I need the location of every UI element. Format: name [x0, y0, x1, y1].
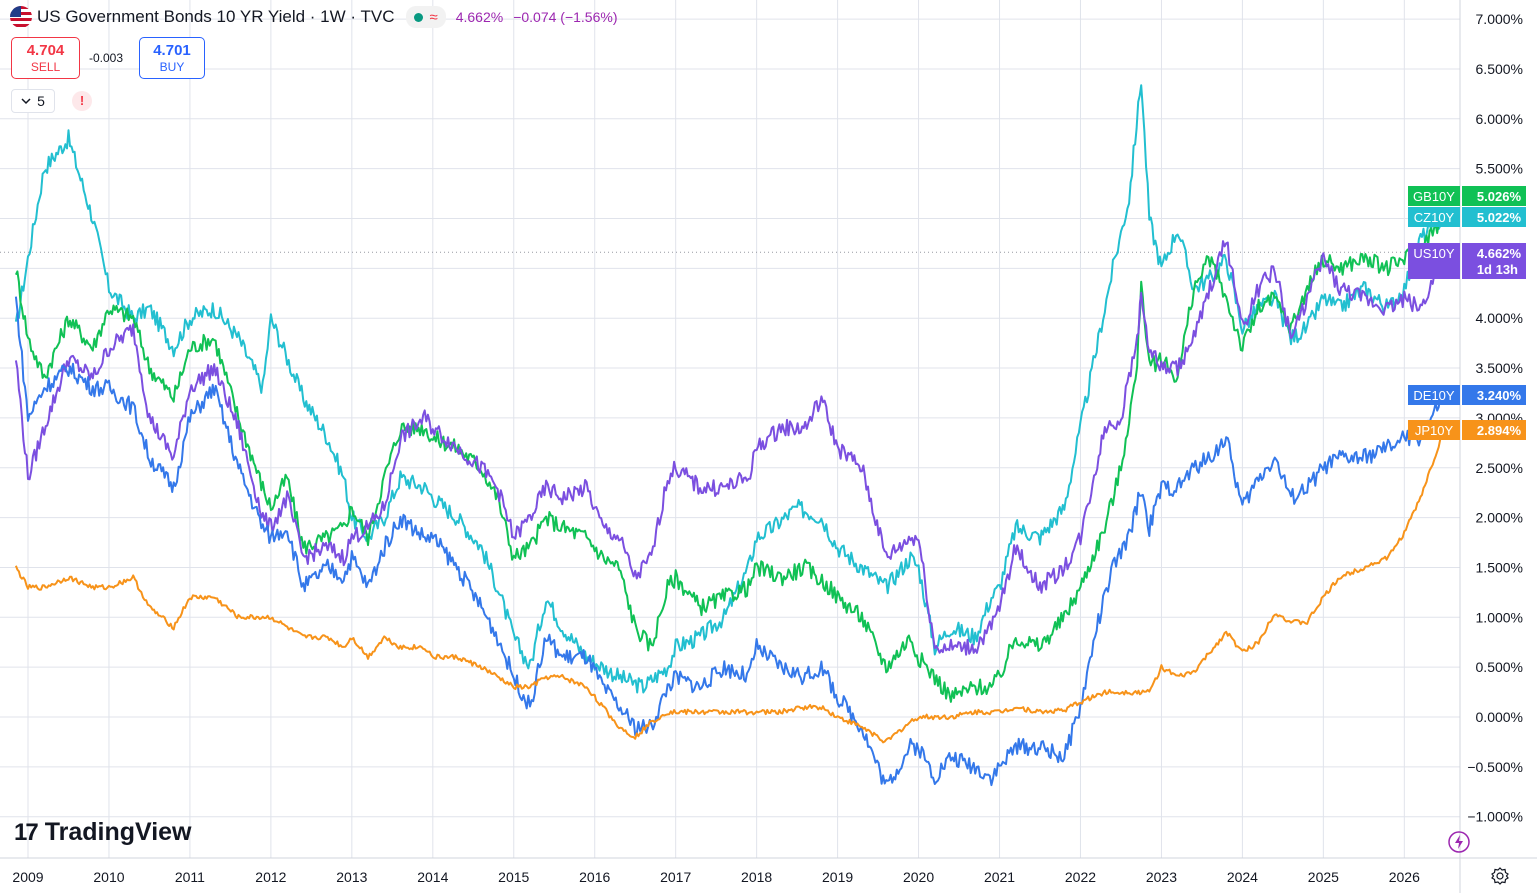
series-line-jp10y[interactable]: [14, 428, 1446, 744]
us-flag-icon: [10, 6, 32, 28]
series-group: [14, 84, 1446, 787]
series-value-text: 5.026%: [1477, 189, 1522, 204]
series-value-box: [1462, 207, 1526, 227]
sell-price: 4.704: [26, 41, 65, 59]
x-tick-label: 2011: [175, 869, 205, 885]
symbol-header: US Government Bonds 10 YR Yield · 1W · T…: [10, 5, 617, 29]
y-tick-label: 6.000%: [1476, 111, 1523, 127]
y-tick-label: 4.000%: [1476, 310, 1523, 326]
market-open-dot-icon: [414, 12, 424, 22]
tradingview-logo[interactable]: 17 TradingView: [14, 818, 192, 847]
series-value-text: 4.662%: [1477, 246, 1522, 261]
x-tick-label: 2013: [336, 869, 367, 885]
indicators-toggle[interactable]: 5: [11, 89, 55, 113]
y-tick-label: 0.500%: [1476, 659, 1523, 675]
y-tick-label: −0.500%: [1467, 759, 1523, 775]
sell-label: SELL: [30, 59, 61, 74]
x-tick-label: 2022: [1065, 869, 1096, 885]
lightning-icon[interactable]: [1447, 830, 1471, 854]
spread-value: -0.003: [89, 51, 124, 65]
series-line-de10y[interactable]: [14, 296, 1446, 787]
sell-button[interactable]: 4.704 SELL: [11, 37, 80, 79]
price-axis[interactable]: 7.000%6.500%6.000%5.500%5.000%4.500%4.00…: [1467, 11, 1523, 825]
series-value-box: [1462, 385, 1526, 405]
series-value-box: [1462, 420, 1526, 440]
x-tick-label: 2009: [12, 869, 43, 885]
y-tick-label: 1.500%: [1476, 559, 1523, 575]
symbol-title[interactable]: US Government Bonds 10 YR Yield · 1W · T…: [37, 7, 395, 26]
series-line-gb10y[interactable]: [14, 210, 1446, 703]
delayed-wave-icon: ≈: [429, 8, 438, 26]
market-status-pill[interactable]: ≈: [406, 6, 446, 28]
series-value-box: [1462, 243, 1526, 279]
indicators-count: 5: [37, 93, 45, 109]
x-tick-label: 2014: [417, 869, 448, 885]
series-label-jp10y[interactable]: JP10Y 2.894%: [1408, 420, 1526, 440]
x-tick-label: 2020: [903, 869, 934, 885]
series-name-text: CZ10Y: [1414, 210, 1455, 225]
y-tick-label: 5.500%: [1476, 161, 1523, 177]
series-line-us10y[interactable]: [14, 240, 1446, 656]
tradingview-logo-icon: 17: [14, 818, 39, 846]
y-tick-label: 0.000%: [1476, 709, 1523, 725]
alert-icon[interactable]: !: [72, 91, 92, 111]
series-name-text: DE10Y: [1413, 388, 1455, 403]
x-tick-label: 2016: [579, 869, 610, 885]
x-tick-label: 2015: [498, 869, 529, 885]
series-label-us10y[interactable]: US10Y 4.662%1d 13h: [1408, 243, 1526, 279]
series-name-box: [1408, 243, 1460, 279]
buy-label: BUY: [159, 59, 185, 74]
chevron-down-icon: [21, 98, 31, 105]
last-price: 4.662%: [455, 9, 504, 25]
series-label-de10y[interactable]: DE10Y 3.240%: [1408, 385, 1526, 405]
x-tick-label: 2017: [660, 869, 691, 885]
grid: [0, 0, 1460, 858]
y-tick-label: 2.500%: [1476, 460, 1523, 476]
x-tick-label: 2019: [822, 869, 853, 885]
x-tick-label: 2018: [741, 869, 772, 885]
x-tick-label: 2023: [1146, 869, 1177, 885]
series-name-text: GB10Y: [1413, 189, 1455, 204]
y-tick-label: 2.000%: [1476, 510, 1523, 526]
series-name-text: JP10Y: [1415, 423, 1454, 438]
series-value-box: [1462, 186, 1526, 206]
x-tick-label: 2021: [984, 869, 1015, 885]
gear-icon[interactable]: [1490, 866, 1510, 886]
series-name-box: [1408, 186, 1460, 206]
series-name-box: [1408, 385, 1460, 405]
x-tick-label: 2010: [93, 869, 124, 885]
x-tick-label: 2012: [255, 869, 286, 885]
y-tick-label: 3.500%: [1476, 360, 1523, 376]
x-tick-label: 2026: [1389, 869, 1420, 885]
buy-button[interactable]: 4.701 BUY: [139, 37, 205, 79]
series-value-text: 2.894%: [1477, 423, 1522, 438]
series-name-box: [1408, 207, 1460, 227]
y-tick-label: 6.500%: [1476, 61, 1523, 77]
time-axis[interactable]: 2009 2010 2011 2012 2013 2014 2015 2016 2017 2018…: [12, 869, 1420, 885]
series-value-text: 3.240%: [1477, 388, 1522, 403]
series-label-cz10y[interactable]: CZ10Y 5.022%: [1408, 207, 1526, 227]
series-line-cz10y[interactable]: [14, 84, 1446, 694]
tradingview-logo-text: TradingView: [44, 818, 192, 846]
y-tick-label: 7.000%: [1476, 11, 1523, 27]
series-value-text: 5.022%: [1477, 210, 1522, 225]
x-tick-label: 2025: [1308, 869, 1339, 885]
y-tick-label: 1.000%: [1476, 609, 1523, 625]
countdown-text: 1d 13h: [1477, 262, 1518, 277]
buy-price: 4.701: [153, 41, 191, 59]
y-tick-label: −1.000%: [1467, 809, 1523, 825]
series-name-box: [1408, 420, 1460, 440]
series-label-gb10y[interactable]: GB10Y 5.026%: [1408, 186, 1526, 206]
price-change: −0.074 (−1.56%): [513, 9, 618, 25]
x-tick-label: 2024: [1227, 869, 1258, 885]
series-name-text: US10Y: [1413, 246, 1455, 261]
